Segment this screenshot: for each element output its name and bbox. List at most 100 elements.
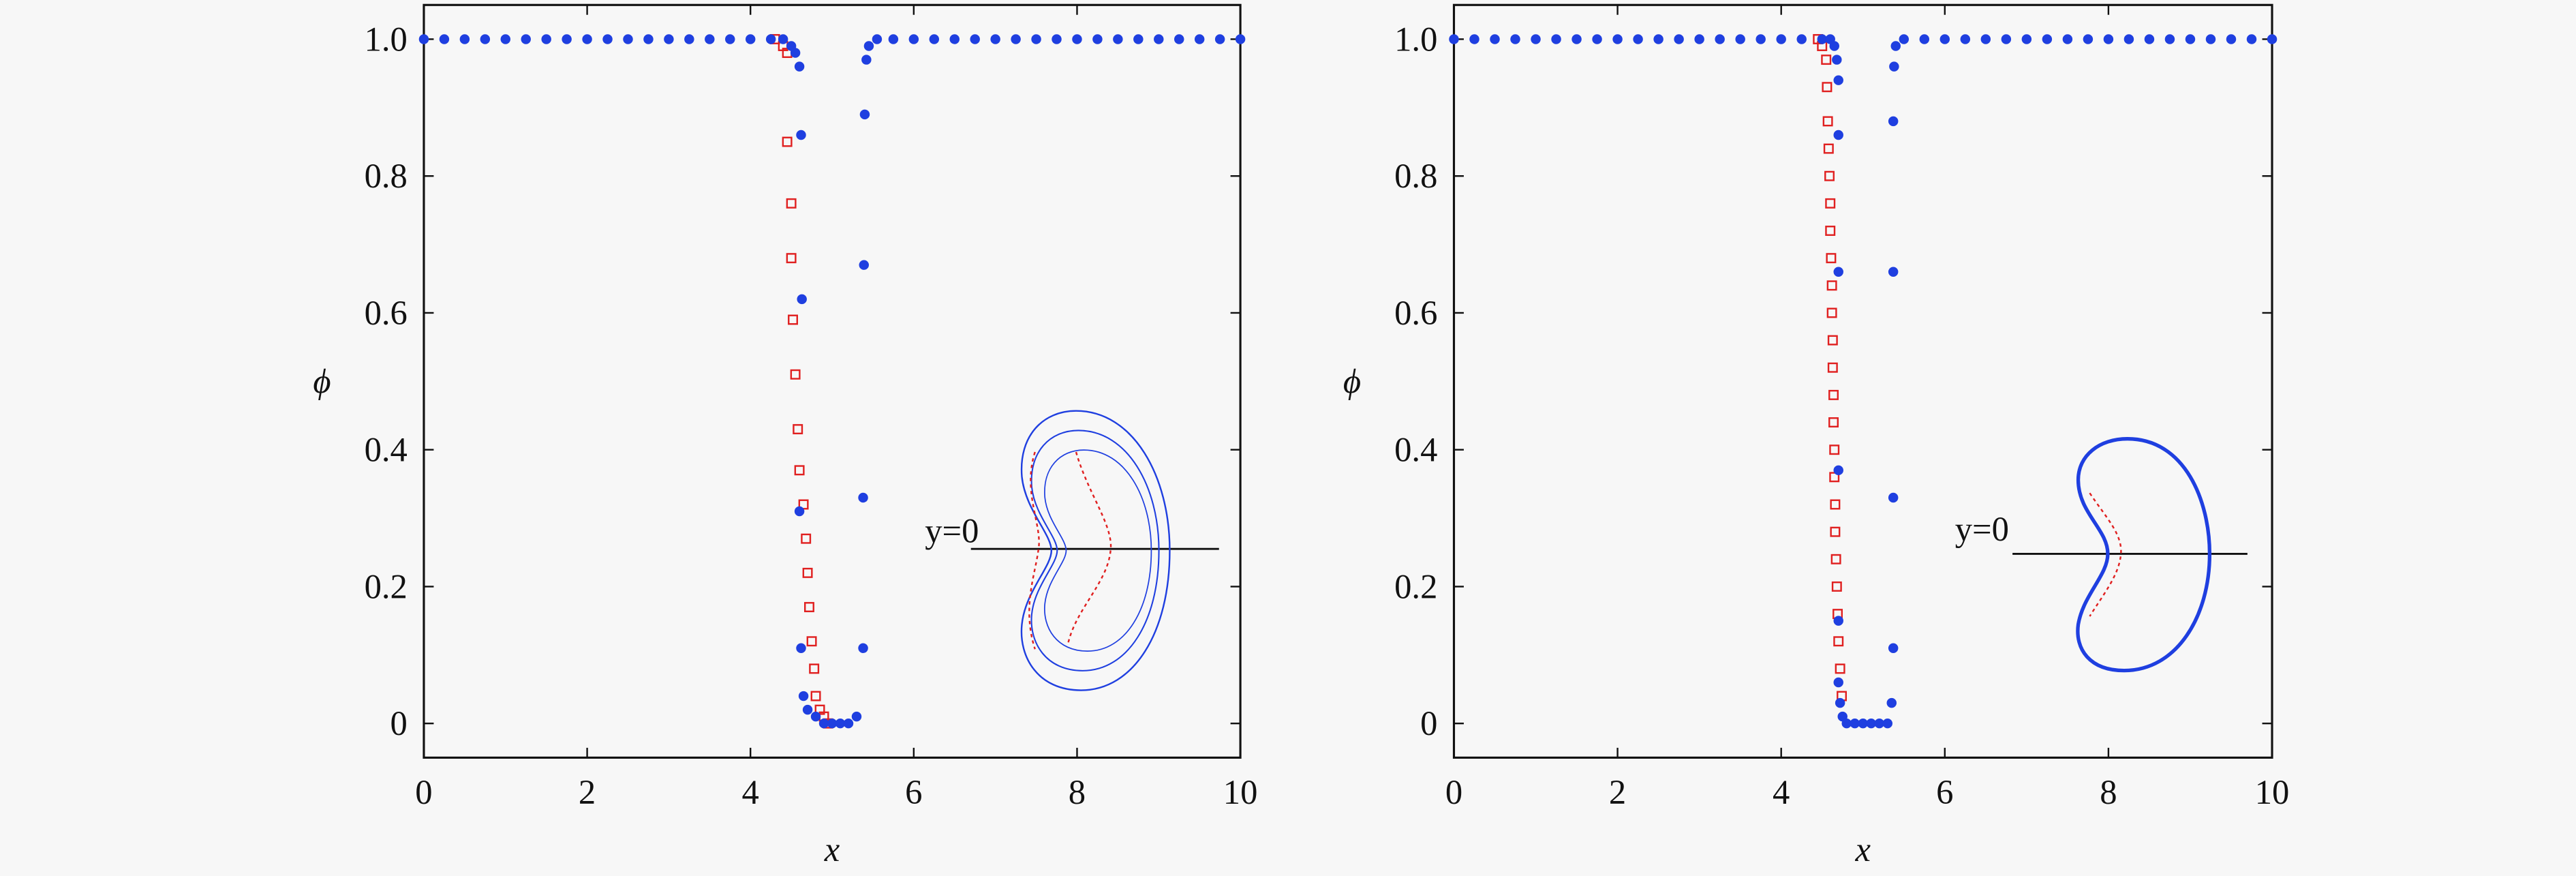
data-point bbox=[863, 41, 874, 51]
inset-contour bbox=[1020, 410, 1171, 691]
data-point bbox=[843, 718, 854, 729]
inset-red-contour bbox=[1067, 451, 1112, 645]
x-tick-label: 10 bbox=[1223, 773, 1258, 811]
data-point bbox=[2001, 34, 2012, 44]
data-point bbox=[990, 34, 1000, 44]
y-tick-label: 0 bbox=[1420, 704, 1437, 742]
data-point bbox=[1612, 34, 1623, 44]
data-point bbox=[1831, 581, 1842, 592]
data-point bbox=[480, 34, 491, 44]
data-point bbox=[872, 34, 883, 44]
data-point bbox=[1899, 34, 1910, 44]
data-point bbox=[1835, 697, 1845, 708]
data-point bbox=[1823, 143, 1834, 154]
data-point bbox=[1633, 34, 1643, 44]
data-point bbox=[1825, 198, 1836, 209]
data-point bbox=[1531, 34, 1541, 44]
y-tick-label: 0.2 bbox=[365, 567, 408, 605]
data-point bbox=[1890, 41, 1901, 51]
data-point bbox=[643, 34, 654, 44]
data-point bbox=[2062, 34, 2073, 44]
data-point bbox=[1888, 116, 1899, 127]
data-point bbox=[1821, 55, 1832, 65]
data-point bbox=[2226, 34, 2237, 44]
data-point bbox=[2042, 34, 2053, 44]
data-point bbox=[786, 253, 797, 264]
data-point bbox=[1092, 34, 1103, 44]
data-point bbox=[1830, 554, 1841, 564]
data-point bbox=[786, 198, 797, 209]
data-point bbox=[794, 465, 805, 476]
y-axis-label: ϕ bbox=[313, 362, 331, 400]
data-point bbox=[778, 34, 788, 44]
data-point bbox=[793, 424, 803, 435]
data-point bbox=[1796, 34, 1807, 44]
data-point bbox=[804, 602, 814, 613]
data-point bbox=[788, 314, 798, 325]
data-point bbox=[782, 136, 793, 147]
data-point bbox=[1031, 34, 1041, 44]
x-tick-label: 10 bbox=[2255, 773, 2290, 811]
data-point bbox=[418, 34, 429, 44]
data-point bbox=[1850, 718, 1860, 729]
y-tick-label: 0 bbox=[390, 704, 408, 742]
data-point bbox=[1828, 389, 1839, 400]
data-point bbox=[1829, 41, 1839, 51]
data-point bbox=[1889, 61, 1899, 72]
data-point bbox=[790, 48, 801, 58]
data-point bbox=[1980, 34, 1991, 44]
y-tick-label: 0.6 bbox=[365, 294, 408, 332]
data-point bbox=[1715, 34, 1725, 44]
data-point bbox=[2021, 34, 2032, 44]
data-point bbox=[851, 711, 862, 722]
x-tick-label: 0 bbox=[415, 773, 432, 811]
inset-right bbox=[2012, 437, 2248, 673]
data-point bbox=[2164, 34, 2175, 44]
x-tick-label: 6 bbox=[905, 773, 922, 811]
data-point bbox=[1174, 34, 1184, 44]
data-point bbox=[1827, 362, 1838, 373]
data-point bbox=[1571, 34, 1582, 44]
data-point bbox=[802, 567, 813, 578]
data-point bbox=[1826, 253, 1837, 264]
data-point bbox=[1866, 718, 1876, 729]
data-point bbox=[1674, 34, 1684, 44]
data-point bbox=[1755, 34, 1766, 44]
data-point bbox=[1833, 267, 1843, 277]
data-point bbox=[797, 294, 807, 305]
data-point bbox=[1829, 444, 1840, 455]
data-point bbox=[1592, 34, 1602, 44]
data-point bbox=[2246, 34, 2257, 44]
data-point bbox=[801, 533, 812, 544]
y-tick-label: 1.0 bbox=[365, 20, 408, 58]
data-point bbox=[1735, 34, 1745, 44]
data-point bbox=[1886, 697, 1897, 708]
data-point bbox=[2083, 34, 2094, 44]
data-point bbox=[1449, 34, 1459, 44]
plot-frame bbox=[1452, 3, 2273, 759]
data-point bbox=[1826, 307, 1837, 318]
data-point bbox=[1830, 526, 1841, 537]
data-point bbox=[794, 61, 805, 72]
data-point bbox=[806, 636, 817, 647]
data-point bbox=[439, 34, 450, 44]
data-point bbox=[602, 34, 613, 44]
data-point bbox=[1133, 34, 1144, 44]
data-point bbox=[1888, 267, 1899, 277]
data-point bbox=[798, 691, 809, 701]
data-point bbox=[1833, 75, 1843, 85]
data-point bbox=[1653, 34, 1663, 44]
inset-contour bbox=[2076, 437, 2212, 673]
annotation: y=0 bbox=[1955, 510, 2009, 548]
x-tick-label: 2 bbox=[1609, 773, 1626, 811]
data-point bbox=[684, 34, 694, 44]
data-point bbox=[818, 718, 829, 729]
x-tick-label: 2 bbox=[579, 773, 596, 811]
data-point bbox=[582, 34, 592, 44]
data-point bbox=[809, 663, 820, 674]
data-point bbox=[1694, 34, 1704, 44]
x-tick-label: 0 bbox=[1445, 773, 1462, 811]
data-point bbox=[794, 506, 805, 517]
y-tick-label: 1.0 bbox=[1394, 20, 1437, 58]
